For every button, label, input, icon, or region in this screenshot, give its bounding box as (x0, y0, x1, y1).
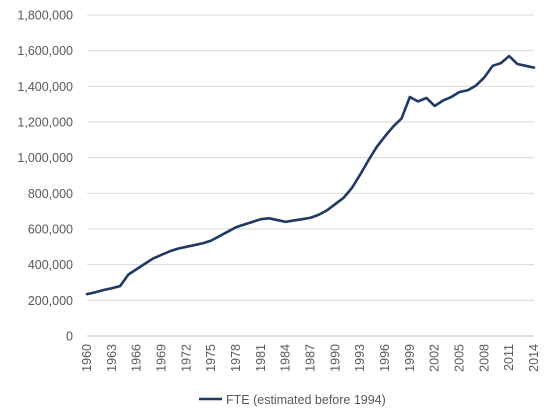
x-tick-label: 1999 (403, 344, 417, 372)
x-tick-label: 1966 (130, 344, 144, 372)
x-tick-label: 1969 (155, 344, 169, 372)
y-tick-label: 1,400,000 (17, 80, 73, 94)
x-tick-label: 1987 (304, 344, 318, 372)
x-tick-label: 2002 (428, 344, 442, 372)
x-tick-label: 1981 (254, 344, 268, 372)
x-tick-label: 2008 (477, 344, 491, 372)
y-axis-ticks: 0 200,000 400,000 600,000 800,000 1,000,000 1,… (17, 9, 73, 344)
y-tick-label: 600,000 (28, 223, 73, 237)
x-tick-label: 1963 (105, 344, 119, 372)
legend-label: FTE (estimated before 1994) (226, 393, 386, 407)
x-tick-label: 1975 (204, 344, 218, 372)
y-tick-label: 1,000,000 (17, 151, 73, 165)
x-tick-label: 1993 (353, 344, 367, 372)
y-tick-label: 1,800,000 (17, 9, 73, 23)
x-tick-label: 1978 (229, 344, 243, 372)
x-tick-label: 2014 (527, 344, 541, 372)
y-tick-label: 200,000 (28, 294, 73, 308)
gridlines (87, 14, 534, 301)
legend: FTE (estimated before 1994) (199, 393, 386, 407)
x-tick-label: 1960 (80, 344, 94, 372)
x-tick-label: 2011 (502, 344, 516, 371)
y-tick-label: 0 (66, 330, 73, 344)
x-tick-label: 1996 (378, 344, 392, 372)
y-tick-label: 1,600,000 (17, 44, 73, 58)
x-tick-label: 1984 (279, 344, 293, 372)
series-line-fte (85, 54, 536, 296)
y-tick-label: 1,200,000 (17, 116, 73, 130)
x-tick-label: 2005 (453, 344, 467, 372)
y-tick-label: 400,000 (28, 258, 73, 272)
x-tick-label: 1990 (328, 344, 342, 372)
x-axis-ticks: 1960 1963 1966 1969 1972 1975 1978 1981 1984 1987… (80, 344, 541, 372)
x-tick-label: 1972 (179, 344, 193, 372)
y-tick-label: 800,000 (28, 187, 73, 201)
